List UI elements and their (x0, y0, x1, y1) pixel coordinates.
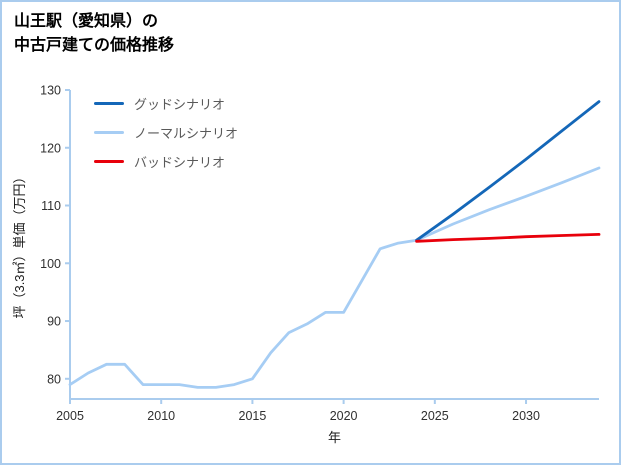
legend-line-swatch (94, 102, 124, 105)
chart-title-line2: 中古戸建ての価格推移 (14, 37, 175, 54)
y-tick-label: 80 (47, 372, 61, 386)
y-tick-label: 120 (40, 141, 61, 155)
y-tick-label: 90 (47, 315, 61, 329)
legend-item: バッドシナリオ (94, 152, 238, 171)
legend: グッドシナリオ ノーマルシナリオ バッドシナリオ (94, 94, 238, 171)
chart-title-line1: 山王駅（愛知県）の (14, 13, 159, 30)
x-tick-label: 2015 (239, 409, 267, 423)
y-tick-label: 100 (40, 257, 61, 271)
legend-label: グッドシナリオ (134, 97, 226, 112)
legend-label: バッドシナリオ (134, 155, 226, 170)
x-tick-label: 2010 (147, 409, 175, 423)
legend-line-swatch (94, 131, 124, 134)
series-line (68, 166, 601, 389)
x-axis-label: 年 (328, 430, 341, 445)
legend-label: ノーマルシナリオ (134, 126, 239, 141)
price-trend-line-chart: 2005 2010 2015 2020 2025 2030 80 90 100 110 120 130… (12, 84, 601, 445)
x-tick-label: 2020 (330, 409, 358, 423)
x-tick-label: 2005 (56, 409, 84, 423)
x-tick-label: 2030 (512, 409, 540, 423)
y-tick-label: 130 (40, 84, 61, 98)
x-tick-label: 2025 (421, 409, 449, 423)
chart-title: 山王駅（愛知県）の 中古戸建ての価格推移 (14, 10, 174, 58)
legend-line-swatch (94, 160, 124, 163)
legend-item: ノーマルシナリオ (94, 123, 238, 142)
y-axis-label: 坪（3.3㎡）単価（万円） (12, 170, 27, 318)
y-tick-label: 110 (41, 199, 61, 213)
series-line (415, 100, 601, 242)
legend-item: グッドシナリオ (94, 94, 238, 113)
series-line (415, 232, 601, 243)
